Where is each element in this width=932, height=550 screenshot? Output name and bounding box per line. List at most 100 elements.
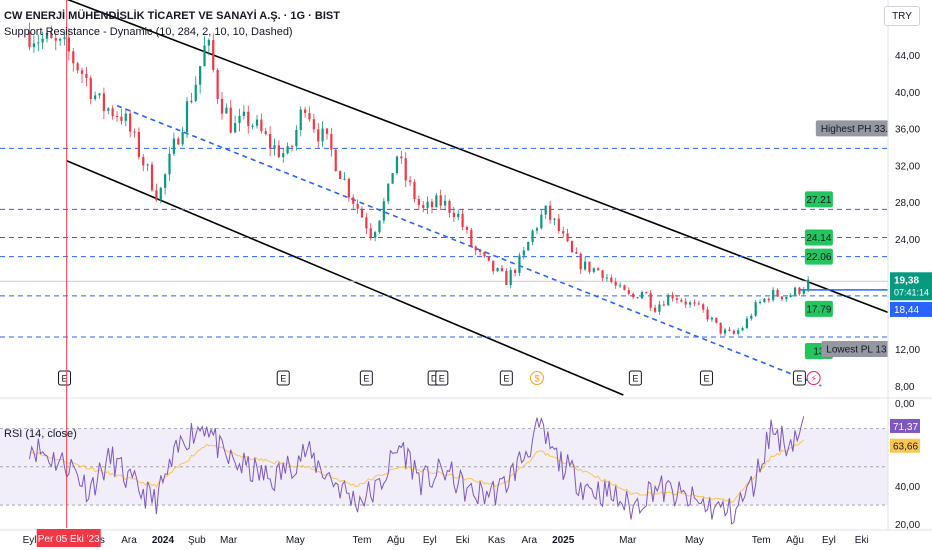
rsi-tick-label: 20,00 bbox=[895, 520, 920, 531]
candle-body bbox=[391, 173, 394, 184]
candle-body bbox=[723, 329, 727, 334]
candle-body bbox=[579, 253, 582, 270]
time-tick-label: Eyl bbox=[423, 535, 437, 546]
time-tick-label: Ağu bbox=[387, 535, 405, 546]
candle-body bbox=[207, 40, 210, 46]
time-tick-label: Eyl bbox=[23, 535, 37, 546]
indicator-label: Support Resistance - Dynamic (10, 284, 2… bbox=[4, 26, 293, 38]
candle-body bbox=[374, 232, 377, 238]
candle-body bbox=[758, 302, 762, 304]
dividend-marker bbox=[529, 371, 544, 385]
candle-body bbox=[360, 208, 364, 218]
candle-body bbox=[772, 289, 775, 301]
candle-body bbox=[702, 304, 705, 310]
candle-body bbox=[185, 101, 189, 133]
candle-body bbox=[750, 315, 753, 319]
time-tick-label: 2025 bbox=[552, 535, 575, 546]
time-tick-label: Ara bbox=[121, 535, 137, 546]
candle-body bbox=[500, 268, 504, 272]
candle-body bbox=[312, 119, 315, 130]
candle-body bbox=[562, 231, 565, 234]
candle-body bbox=[518, 255, 521, 273]
candle-body bbox=[417, 199, 420, 205]
candle-body bbox=[719, 322, 722, 334]
earnings-marker bbox=[276, 370, 290, 386]
candle-body bbox=[601, 270, 604, 279]
time-tick-label: Eki bbox=[855, 535, 869, 546]
candle-body bbox=[509, 270, 512, 285]
level-label-bg bbox=[804, 191, 833, 208]
candle-body bbox=[715, 317, 718, 323]
chart-title: CW ENERJİ MÜHENDİSLİK TİCARET VE SANAYİ … bbox=[4, 10, 340, 22]
candle-body bbox=[255, 119, 259, 126]
candle-body bbox=[728, 329, 731, 331]
candle-body bbox=[229, 107, 232, 133]
earnings-marker bbox=[359, 370, 373, 386]
trend-channel bbox=[66, 0, 889, 396]
candle-body bbox=[413, 181, 416, 200]
candle-body bbox=[505, 271, 508, 285]
candle-body bbox=[688, 302, 692, 305]
candle-body bbox=[260, 119, 263, 132]
candle-body bbox=[793, 287, 797, 296]
candle-body bbox=[763, 298, 766, 303]
candle-body bbox=[67, 37, 70, 52]
earnings-marker-label: E bbox=[796, 374, 802, 384]
candle-body bbox=[706, 309, 709, 320]
candle-body bbox=[269, 134, 272, 149]
candle-body bbox=[575, 252, 578, 254]
earnings-marker-label: E bbox=[280, 374, 286, 384]
candle-body bbox=[680, 299, 683, 302]
rsi-line bbox=[29, 416, 805, 525]
candle-body bbox=[247, 111, 250, 127]
candle-body bbox=[282, 153, 285, 158]
candle-body bbox=[150, 164, 154, 191]
candle-body bbox=[242, 111, 245, 116]
candle-body bbox=[785, 297, 788, 300]
candle-body bbox=[277, 145, 280, 158]
candle-body bbox=[50, 33, 53, 39]
price-tick-label: 24,00 bbox=[895, 235, 920, 246]
candle-body bbox=[531, 230, 534, 242]
level-label: 17.79 bbox=[806, 304, 831, 315]
candle-body bbox=[41, 38, 44, 43]
candle-body bbox=[592, 268, 595, 272]
candle-body bbox=[54, 38, 57, 41]
level-label: Lowest PL 13.31 bbox=[826, 345, 901, 356]
candle-body bbox=[422, 204, 425, 208]
candle-body bbox=[623, 285, 626, 291]
channel-upper-line bbox=[66, 0, 889, 314]
currency-button[interactable]: TRY bbox=[884, 6, 920, 26]
earnings-marker-label: E bbox=[62, 374, 68, 384]
rsi-value-tag-bg bbox=[890, 418, 920, 433]
candle-body bbox=[59, 38, 62, 41]
candle-body bbox=[553, 218, 556, 220]
candle-body bbox=[780, 296, 784, 300]
candle-body bbox=[474, 246, 477, 251]
last-price-tag-bg bbox=[890, 272, 932, 301]
candlestick-series bbox=[28, 22, 810, 337]
candle-body bbox=[290, 146, 294, 148]
level-label: 22.06 bbox=[806, 252, 831, 263]
split-marker-label: ⚡ bbox=[810, 375, 816, 385]
time-tick-label: Mar bbox=[220, 535, 238, 546]
candle-body bbox=[98, 93, 101, 96]
candle-body bbox=[457, 213, 460, 217]
candle-body bbox=[513, 270, 517, 273]
candle-body bbox=[566, 233, 569, 242]
rsi-value-tag: 71,37 bbox=[893, 422, 918, 433]
candle-body bbox=[94, 95, 97, 100]
candle-body bbox=[610, 277, 613, 282]
candle-body bbox=[286, 146, 289, 154]
candle-body bbox=[304, 109, 307, 113]
earnings-marker bbox=[435, 370, 449, 386]
candle-body bbox=[321, 128, 324, 142]
candle-body bbox=[448, 200, 451, 213]
candle-body bbox=[430, 201, 434, 208]
candle-body bbox=[540, 214, 543, 229]
candle-body bbox=[63, 37, 66, 39]
candle-body bbox=[470, 229, 473, 247]
level-label: 13 bbox=[813, 347, 825, 358]
candle-body bbox=[107, 108, 110, 111]
